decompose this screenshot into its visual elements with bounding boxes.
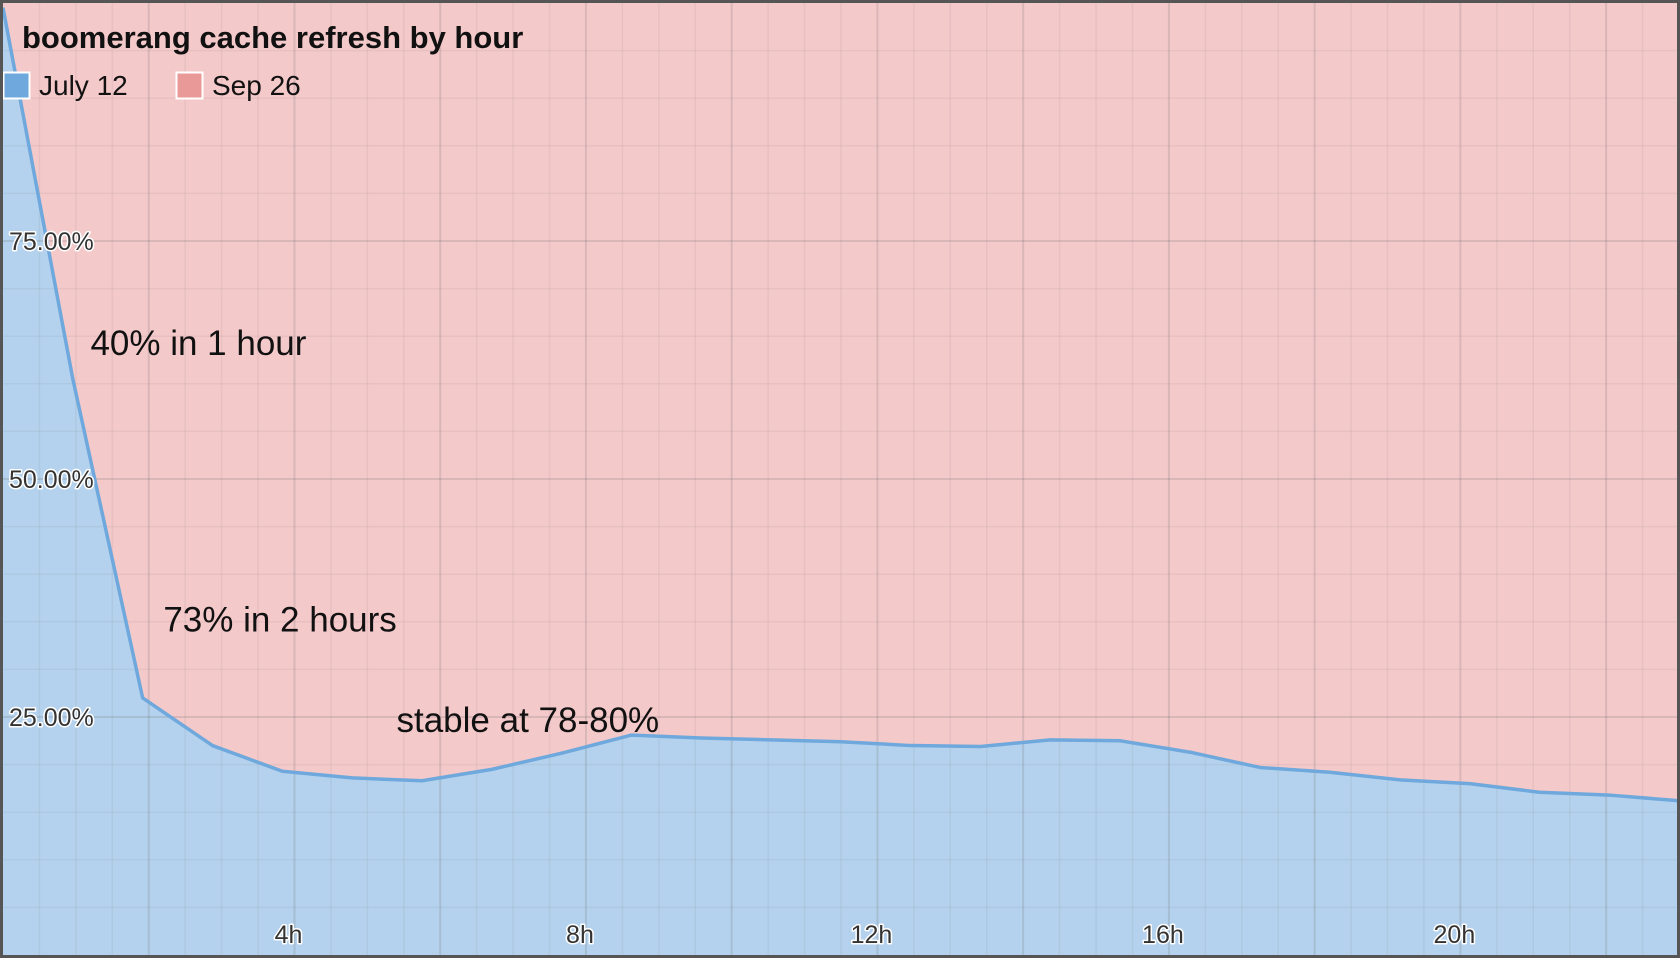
chart-title: boomerang cache refresh by hour (22, 20, 523, 55)
legend: July 12 Sep 26 (2, 70, 301, 101)
x-tick-label: 16h (1142, 921, 1184, 949)
tick-labels: 4h 8h 12h 16h 20h 25.00% 50.00% 75.00% (8, 227, 1477, 951)
x-tick-label: 4h (275, 921, 303, 949)
y-tick-label: 25.00% (9, 704, 94, 732)
legend-label-sep-26: Sep 26 (212, 70, 301, 101)
annotation-label: 40% in 1 hour (90, 324, 306, 363)
series-areas (3, 7, 1679, 955)
series-area-july-12 (3, 7, 1679, 955)
x-tick-label: 20h (1434, 921, 1476, 949)
x-tick-label: 8h (566, 921, 594, 949)
legend-swatch-july-12 (2, 71, 31, 100)
series-lines (1, 7, 1680, 803)
series-line-july-12 (1, 7, 1680, 803)
legend-swatch-sep-26 (175, 71, 204, 100)
legend-label-july-12: July 12 (39, 70, 128, 101)
x-tick-label: 12h (851, 921, 893, 949)
y-tick-label: 75.00% (9, 228, 94, 256)
annotations: 40% in 1 hour 73% in 2 hours stable at 78-… (90, 324, 659, 740)
annotation-label: 73% in 2 hours (163, 600, 396, 639)
grid-lines (3, 3, 1679, 955)
annotation-label: stable at 78-80% (396, 701, 659, 740)
y-tick-label: 50.00% (9, 466, 94, 494)
